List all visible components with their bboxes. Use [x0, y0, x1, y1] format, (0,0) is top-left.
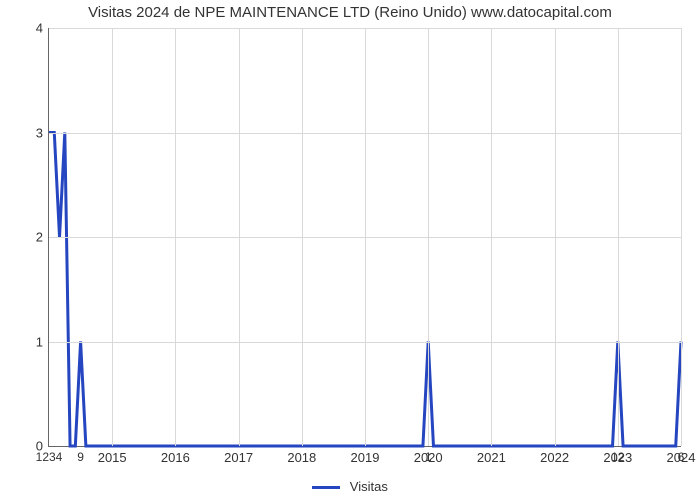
x-axis-year-label: 2017 [224, 446, 253, 465]
y-axis-label: 4 [36, 21, 49, 36]
grid-v [302, 28, 303, 446]
x-axis-year-label: 2021 [477, 446, 506, 465]
x-axis-value-label: 9 [77, 446, 84, 464]
legend: Visitas [0, 479, 700, 494]
grid-v [681, 28, 682, 446]
y-axis-label: 3 [36, 125, 49, 140]
x-axis-year-label: 2016 [161, 446, 190, 465]
x-axis-year-label: 2015 [98, 446, 127, 465]
grid-v [428, 28, 429, 446]
x-axis-year-label: 2022 [540, 446, 569, 465]
x-axis-value-label: 12 [611, 446, 624, 464]
y-axis-label: 2 [36, 230, 49, 245]
chart-title: Visitas 2024 de NPE MAINTENANCE LTD (Rei… [0, 4, 700, 21]
legend-swatch [312, 486, 340, 489]
grid-v [491, 28, 492, 446]
grid-v [175, 28, 176, 446]
x-axis-year-label: 2018 [287, 446, 316, 465]
grid-v [365, 28, 366, 446]
grid-v [112, 28, 113, 446]
y-axis-label: 1 [36, 334, 49, 349]
chart-container: Visitas 2024 de NPE MAINTENANCE LTD (Rei… [0, 0, 700, 500]
grid-v [555, 28, 556, 446]
legend-label: Visitas [350, 479, 388, 494]
x-axis-value-label: 1234 [36, 446, 63, 464]
x-axis-value-label: 6 [678, 446, 685, 464]
plot-area: 0123420152016201720182019202020212022202… [48, 28, 681, 447]
grid-v [239, 28, 240, 446]
x-axis-year-label: 2019 [351, 446, 380, 465]
grid-v [618, 28, 619, 446]
x-axis-value-label: 1 [425, 446, 432, 464]
